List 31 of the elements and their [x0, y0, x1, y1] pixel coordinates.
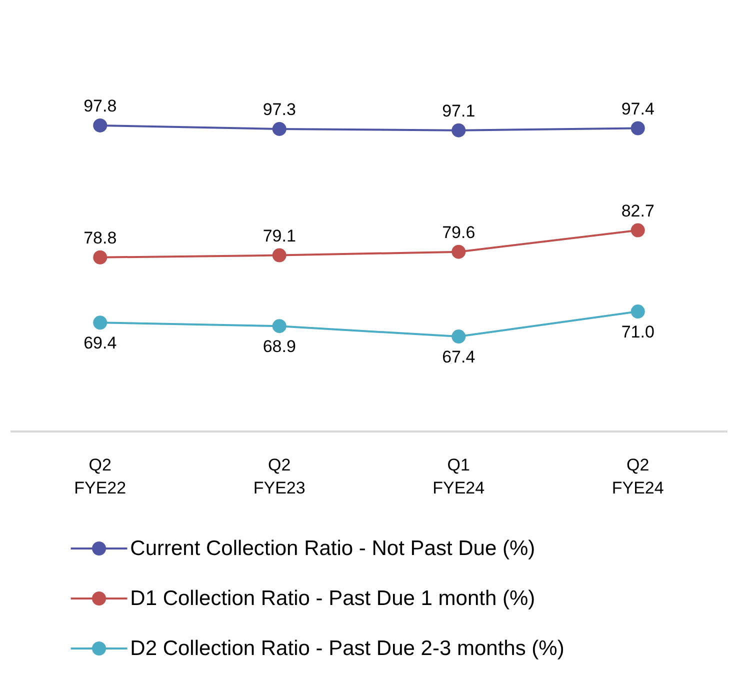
- data-label: 79.1: [262, 226, 296, 246]
- x-tick-label: Q2 FYE22: [74, 456, 126, 498]
- point: [93, 250, 108, 264]
- point: [630, 304, 645, 319]
- x-tick-label: Q2 FYE24: [612, 456, 664, 498]
- point: [272, 319, 286, 334]
- legend-label: Current Collection Ratio - Not Past Due (%): [130, 537, 536, 560]
- point: [272, 248, 286, 262]
- point: [630, 121, 645, 136]
- point: [452, 123, 466, 138]
- legend-label: D2 Collection Ratio - Past Due 2-3 months (%): [130, 637, 564, 660]
- data-label: 79.6: [442, 222, 476, 242]
- data-label: 97.3: [262, 100, 296, 119]
- data-label: 67.4: [442, 348, 476, 367]
- data-label: 97.4: [621, 99, 654, 118]
- point: [272, 122, 286, 136]
- data-label: 68.9: [262, 337, 296, 356]
- point: [93, 118, 108, 132]
- data-label: 97.1: [442, 101, 476, 120]
- data-label: 71.0: [621, 322, 654, 342]
- data-label: 78.8: [84, 228, 117, 248]
- point: [630, 223, 645, 238]
- point: [452, 244, 466, 259]
- point: [93, 316, 108, 330]
- legend-label: D1 Collection Ratio - Past Due 1 month (%): [130, 587, 536, 610]
- x-tick-label: Q1 FYE24: [432, 456, 485, 498]
- data-label: 97.8: [84, 96, 117, 116]
- data-label: 82.7: [621, 201, 654, 220]
- x-tick-label: Q2 FYE23: [253, 456, 306, 498]
- point: [452, 330, 466, 344]
- data-label: 69.4: [84, 334, 117, 353]
